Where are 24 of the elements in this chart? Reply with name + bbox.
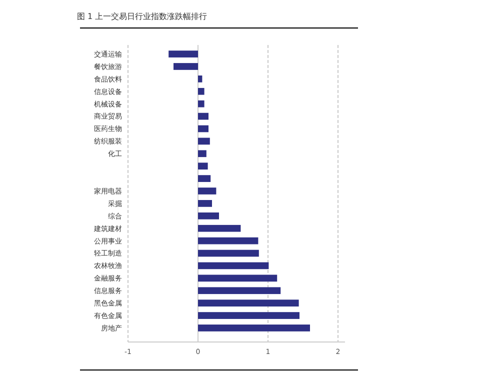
bar	[198, 138, 210, 145]
bar	[168, 50, 198, 58]
bar	[198, 200, 212, 207]
bar	[198, 162, 208, 170]
bar	[198, 274, 278, 282]
bar	[198, 287, 281, 294]
bar	[198, 237, 258, 244]
bar	[198, 324, 310, 332]
bar	[198, 250, 259, 257]
bar	[198, 212, 219, 220]
bar	[198, 88, 204, 95]
bar	[198, 175, 211, 182]
bar	[198, 100, 204, 108]
chart-title: 图 1 上一交易日行业指数涨跌幅排行	[77, 12, 208, 21]
bar	[198, 112, 208, 120]
bar	[198, 76, 202, 82]
bar	[174, 63, 198, 70]
bar	[198, 125, 208, 132]
bar	[198, 300, 299, 306]
bar	[198, 312, 300, 319]
bar	[198, 262, 269, 270]
bar	[198, 188, 216, 194]
bar	[198, 150, 206, 158]
bar	[198, 224, 241, 232]
